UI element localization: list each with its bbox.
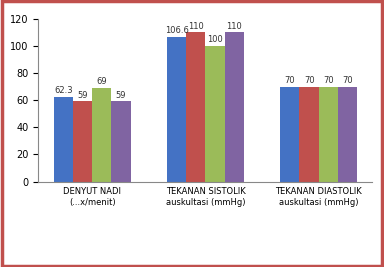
Text: 70: 70 <box>285 76 295 85</box>
Bar <box>111 101 131 182</box>
Bar <box>167 37 186 182</box>
Text: 62.3: 62.3 <box>54 87 73 95</box>
Text: 59: 59 <box>77 91 88 100</box>
Text: 70: 70 <box>304 76 314 85</box>
Bar <box>54 97 73 182</box>
Bar <box>92 88 111 182</box>
Bar <box>280 87 300 182</box>
Text: 110: 110 <box>227 22 242 31</box>
Text: 106.6: 106.6 <box>165 26 189 35</box>
Text: 69: 69 <box>96 77 107 86</box>
Text: 70: 70 <box>323 76 334 85</box>
Text: 70: 70 <box>343 76 353 85</box>
Bar <box>319 87 338 182</box>
Text: 110: 110 <box>188 22 204 31</box>
Text: 59: 59 <box>116 91 126 100</box>
Bar <box>205 46 225 182</box>
Bar <box>225 32 244 182</box>
Bar <box>186 32 205 182</box>
Bar <box>300 87 319 182</box>
Bar <box>73 101 92 182</box>
Text: 100: 100 <box>207 35 223 44</box>
Bar <box>338 87 357 182</box>
